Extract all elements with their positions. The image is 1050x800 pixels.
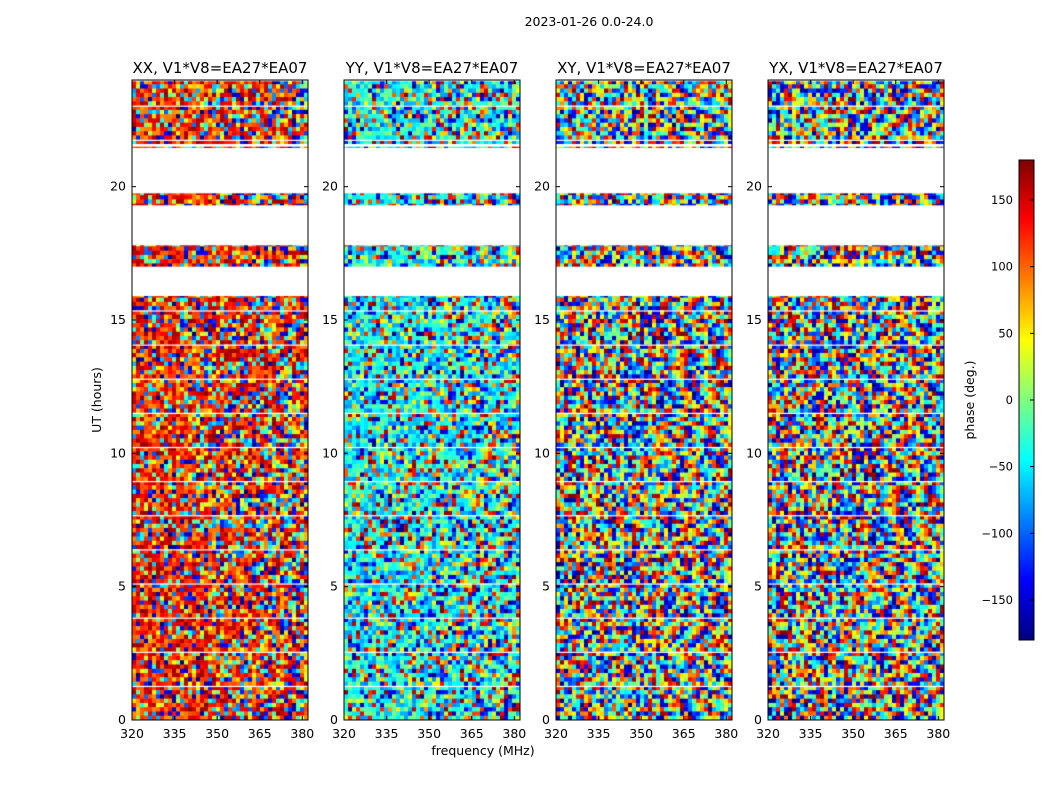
x-tick-label: 365 — [884, 726, 908, 741]
x-axis-label: frequency (MHz) — [431, 743, 534, 758]
y-tick-label: 0 — [330, 712, 338, 727]
panel-xx: XX, V1*V8=EA27*EA07 320 335 350 365 380 0 5 10 15… — [110, 59, 314, 741]
y-tick-label: 10 — [322, 445, 338, 460]
figure-suptitle: 2023-01-26 0.0-24.0 — [525, 14, 654, 29]
panel-title: YX, V1*V8=EA27*EA07 — [768, 59, 943, 77]
x-tick-label: 380 — [502, 726, 526, 741]
x-tick-label: 350 — [205, 726, 229, 741]
x-tick-label: 380 — [926, 726, 950, 741]
colorbar-tick-label: −100 — [981, 526, 1013, 540]
x-tick-label: 320 — [332, 726, 356, 741]
x-tick-label: 335 — [163, 726, 187, 741]
panel-title: XY, V1*V8=EA27*EA07 — [557, 59, 731, 77]
y-tick-label: 5 — [330, 579, 338, 594]
colorbar-tick-label: 0 — [1006, 393, 1013, 407]
plot-frame — [767, 79, 945, 721]
colorbar: 150 100 50 0 −50 −100 −150 phase (deg.) — [962, 159, 1035, 641]
plot-frame — [131, 79, 309, 721]
colorbar-ticks: 150 100 50 0 −50 −100 −150 — [981, 193, 1034, 607]
heatmap-cells-xy — [556, 80, 732, 720]
heatmap-cells-yx — [768, 80, 944, 720]
y-tick-label: 10 — [110, 445, 126, 460]
panel-xy: XY, V1*V8=EA27*EA07 320 335 350 365 380 0 5 10 15… — [534, 59, 738, 741]
x-tick-label: 335 — [799, 726, 823, 741]
x-tick-label: 350 — [629, 726, 653, 741]
x-tick-label: 335 — [375, 726, 399, 741]
x-tick-label: 320 — [544, 726, 568, 741]
y-tick-label: 5 — [754, 579, 762, 594]
heatmap-cells-xx — [132, 80, 308, 720]
colorbar-label: phase (deg.) — [962, 361, 977, 440]
panels: XX, V1*V8=EA27*EA07 320 335 350 365 380 0 5 10 15… — [110, 59, 950, 741]
y-tick-label: 15 — [534, 312, 550, 327]
y-axis-label: UT (hours) — [89, 367, 104, 433]
y-tick-label: 15 — [110, 312, 126, 327]
y-tick-label: 15 — [746, 312, 762, 327]
x-tick-label: 365 — [248, 726, 272, 741]
y-tick-label: 5 — [118, 579, 126, 594]
y-tick-label: 0 — [542, 712, 550, 727]
colorbar-tick-label: 150 — [991, 193, 1013, 207]
colorbar-tick-label: −150 — [981, 593, 1013, 607]
plot-frame — [343, 79, 521, 721]
colorbar-tick-label: −50 — [989, 460, 1013, 474]
x-tick-label: 380 — [290, 726, 314, 741]
y-tick-label: 20 — [322, 179, 338, 194]
y-tick-label: 20 — [534, 179, 550, 194]
y-tick-label: 0 — [754, 712, 762, 727]
y-tick-label: 0 — [118, 712, 126, 727]
y-tick-label: 5 — [542, 579, 550, 594]
colorbar-tick-label: 50 — [998, 326, 1013, 340]
panel-yx: YX, V1*V8=EA27*EA07 320 335 350 365 380 0 5 10 15… — [746, 59, 950, 741]
x-tick-label: 365 — [460, 726, 484, 741]
x-tick-label: 350 — [417, 726, 441, 741]
heatmap-cells-yy — [344, 80, 520, 720]
y-tick-label: 15 — [322, 312, 338, 327]
y-tick-label: 10 — [534, 445, 550, 460]
x-tick-label: 335 — [587, 726, 611, 741]
panel-title: YY, V1*V8=EA27*EA07 — [345, 59, 519, 77]
plot-frame — [555, 79, 733, 721]
y-tick-label: 10 — [746, 445, 762, 460]
y-tick-label: 20 — [746, 179, 762, 194]
x-tick-label: 320 — [756, 726, 780, 741]
x-tick-label: 365 — [672, 726, 696, 741]
panel-yy: YY, V1*V8=EA27*EA07 320 335 350 365 380 0 5 10 15… — [322, 59, 526, 741]
panel-title: XX, V1*V8=EA27*EA07 — [133, 59, 308, 77]
colorbar-tick-label: 100 — [991, 260, 1013, 274]
x-tick-label: 350 — [841, 726, 865, 741]
y-tick-label: 20 — [110, 179, 126, 194]
x-tick-label: 380 — [714, 726, 738, 741]
x-tick-label: 320 — [120, 726, 144, 741]
